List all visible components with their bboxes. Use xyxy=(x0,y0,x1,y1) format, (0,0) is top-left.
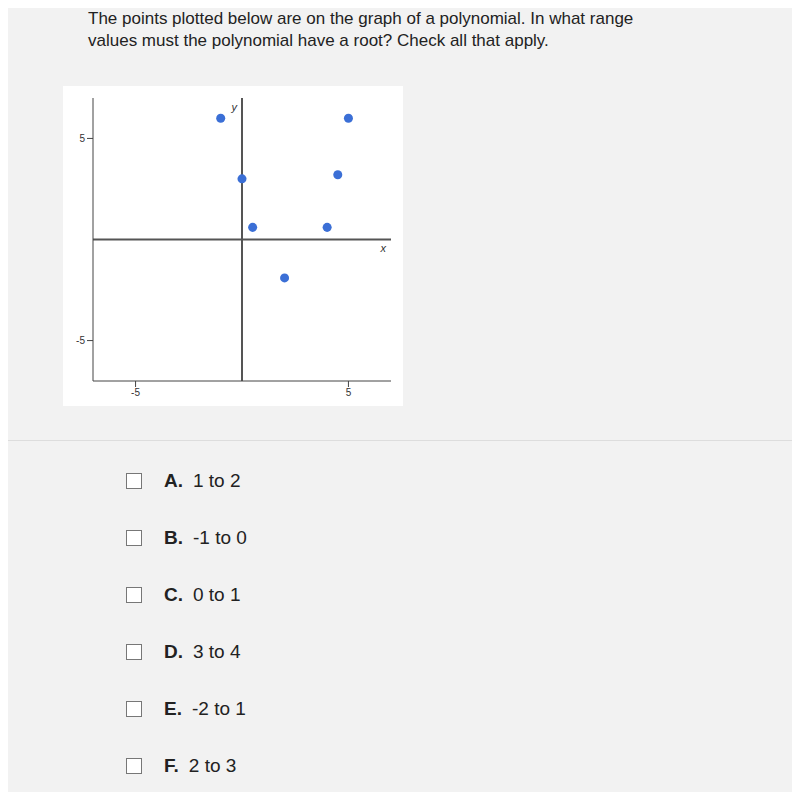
svg-text:5: 5 xyxy=(79,133,85,144)
html-text:B.: B. xyxy=(164,527,183,548)
svg-text:y: y xyxy=(231,101,239,113)
html-text:-2 to 1: -2 to 1 xyxy=(192,698,246,719)
html-text:F.: F. xyxy=(164,755,179,776)
html-text:1 to 2: 1 to 2 xyxy=(193,470,241,491)
svg-text:-5: -5 xyxy=(131,387,140,398)
html-text:0 to 1: 0 to 1 xyxy=(193,584,241,605)
svg-text:x: x xyxy=(380,242,387,254)
svg-text:5: 5 xyxy=(346,387,352,398)
html-text:-1 to 0: -1 to 0 xyxy=(193,527,247,548)
svg-text:-5: -5 xyxy=(76,335,85,346)
html-text:C.: C. xyxy=(164,584,183,605)
html-text:2 to 3: 2 to 3 xyxy=(188,755,237,776)
html-text:D.: D. xyxy=(164,641,183,662)
html-text:3 to 4: 3 to 4 xyxy=(193,641,241,662)
html-text:values must the polynomial hav: values must the polynomial have a root? … xyxy=(88,31,549,50)
html-text:E.: E. xyxy=(164,698,182,719)
html-text:The points plotted below are o: The points plotted below are on the grap… xyxy=(88,9,634,28)
html-text:A.: A. xyxy=(164,470,183,491)
